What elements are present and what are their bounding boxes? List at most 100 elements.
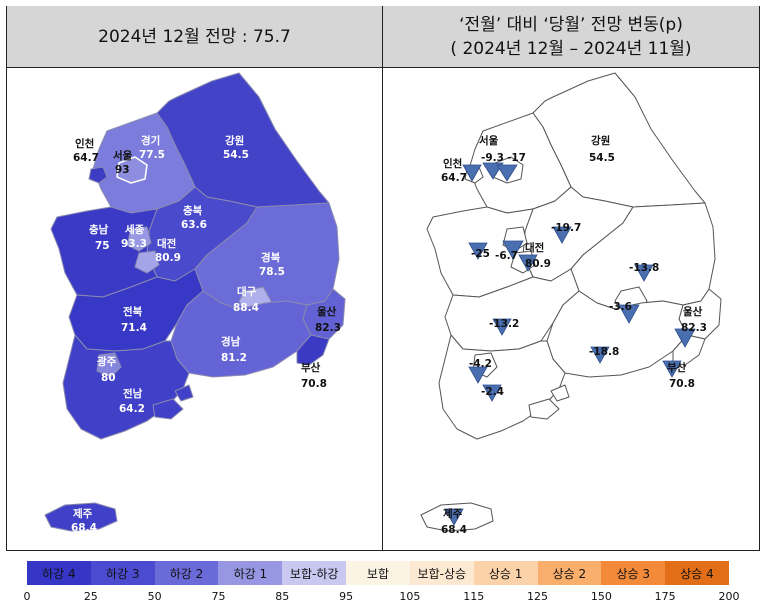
- down-triangle-incheon: [462, 164, 482, 182]
- label-incheon-name: 인천: [75, 137, 94, 150]
- label-jeonbuk-name: 전북: [123, 305, 143, 318]
- right-region-labels: 서울 -9.3 -17 인천 64.7 강원 54.5 -19.7 -25 -6…: [441, 134, 707, 536]
- left-panel-header: 2024년 12월 전망 : 75.7: [7, 6, 382, 68]
- label-chungbuk-value: 63.6: [181, 219, 207, 231]
- label-jeonnam-value: 64.2: [119, 403, 145, 415]
- label-gyeonggi-value: 77.5: [139, 149, 165, 161]
- label-jeju-name: 제주: [73, 507, 93, 520]
- change-label-jeju-name: 제주: [443, 507, 463, 520]
- region-gyeongnam: [170, 290, 312, 378]
- legend-item: 보합: [346, 561, 410, 585]
- left-choropleth-map: 인천 64.7 서울 93 경기 77.5 강원 54.5 충북 63.6 충남…: [44, 72, 346, 534]
- label-busan-value: 70.8: [301, 378, 327, 390]
- island-south-2: [174, 384, 194, 402]
- down-triangle-chungbuk: [552, 226, 572, 244]
- label-ulsan-value: 82.3: [315, 322, 341, 334]
- right-change-map: 서울 -9.3 -17 인천 64.7 강원 54.5 -19.7 -25 -6…: [420, 72, 722, 536]
- label-jeonnam-name: 전남: [123, 387, 143, 400]
- legend-item: 보합-상승: [409, 561, 474, 585]
- change-label-daejeon-name: 대전: [525, 241, 544, 254]
- change-label-gyeongnam: -18.8: [589, 346, 619, 358]
- legend-item: 보합-하강: [282, 561, 347, 585]
- left-panel-title: 2024년 12월 전망 : 75.7: [98, 26, 291, 47]
- legend-tick: 125: [527, 590, 549, 603]
- change-label-gangwon-name: 강원: [591, 134, 610, 147]
- label-daejeon-name: 대전: [157, 237, 176, 250]
- label-chungbuk-name: 충북: [183, 204, 203, 217]
- change-label-jeonnam: -2.4: [481, 386, 504, 398]
- change-label-seoul: -9.3: [481, 152, 504, 164]
- label-gwangju-name: 광주: [97, 356, 117, 368]
- label-chungnam-name: 충남: [89, 223, 109, 236]
- left-region-labels: 인천 64.7 서울 93 경기 77.5 강원 54.5 충북 63.6 충남…: [71, 134, 341, 534]
- region-gwangju: [96, 352, 122, 378]
- right-panel-title-line2: ( 2024년 12월 – 2024년 11월): [450, 38, 692, 59]
- legend-tick: 75: [211, 590, 226, 603]
- label-seoul-name: 서울: [113, 149, 133, 162]
- outline-island-1: [528, 398, 560, 420]
- label-ulsan-name: 울산: [317, 305, 337, 318]
- change-label-gwangju: -4.2: [469, 358, 492, 370]
- label-seoul-value: 93: [115, 164, 130, 176]
- legend-tick: 175: [654, 590, 676, 603]
- region-incheon: [88, 166, 108, 184]
- legend-tick: 0: [23, 590, 31, 603]
- legend-tick: 85: [275, 590, 290, 603]
- label-daegu-name: 대구: [237, 285, 257, 298]
- change-label-jeju-value: 68.4: [441, 524, 467, 536]
- change-label-gangwon-value: 54.5: [589, 152, 615, 164]
- label-chungnam-value: 75: [95, 240, 110, 252]
- label-sejong-name: 세종: [125, 223, 145, 236]
- label-busan-name: 부산: [301, 361, 321, 374]
- label-gangwon-name: 강원: [225, 134, 244, 147]
- color-legend: 하강 4 하강 3 하강 2 하강 1 보합-하강 보합 보합-상승 상승 1 상승 2 상승 3…: [27, 561, 729, 585]
- legend-tick: 95: [339, 590, 354, 603]
- change-label-ulsan-value: 82.3: [681, 322, 707, 334]
- label-sejong-value: 93.3: [121, 238, 147, 250]
- legend-item: 상승 3: [601, 561, 666, 585]
- legend-tick: 50: [147, 590, 162, 603]
- right-panel-title-line1: ‘전월’ 대비 ‘당월’ 전망 변동(p): [459, 14, 683, 35]
- change-label-incheon-name: 인천: [443, 157, 462, 170]
- label-gyeongnam-value: 81.2: [221, 352, 247, 364]
- down-triangle-jeonnam: [482, 384, 502, 402]
- right-panel-header: ‘전월’ 대비 ‘당월’ 전망 변동(p) ( 2024년 12월 – 2024…: [383, 6, 759, 68]
- legend-tick: 150: [590, 590, 612, 603]
- region-busan: [296, 334, 330, 366]
- change-label-chungbuk: -19.7: [551, 222, 581, 234]
- label-gyeongnam-name: 경남: [221, 335, 241, 348]
- change-label-gyeongbuk: -13.8: [629, 262, 659, 274]
- label-gyeongbuk-name: 경북: [261, 251, 281, 264]
- change-label-daejeon-value: 80.9: [525, 258, 551, 270]
- change-label-jeonbuk: -13.2: [489, 318, 519, 330]
- island-south-1: [152, 398, 184, 420]
- legend-item: 상승 2: [537, 561, 602, 585]
- legend-tick: 105: [399, 590, 421, 603]
- change-label-busan-name: 부산: [667, 361, 687, 374]
- label-gyeongbuk-value: 78.5: [259, 266, 285, 278]
- legend-item: 상승 1: [473, 561, 538, 585]
- label-daegu-value: 88.4: [233, 302, 259, 314]
- legend-item: 하강 2: [154, 561, 219, 585]
- down-triangle-daegu: [618, 304, 640, 324]
- region-jeju: [44, 502, 118, 532]
- outline-gyeongnam: [546, 290, 688, 378]
- down-triangle-jeonbuk: [492, 318, 512, 336]
- legend-scale: 0 25 50 75 85 95 105 115 125 150 175 200: [0, 590, 766, 608]
- down-triangle-busan: [662, 360, 682, 378]
- change-label-busan-value: 70.8: [669, 378, 695, 390]
- change-label-chungnam: -25: [471, 248, 490, 260]
- legend-item: 하강 3: [90, 561, 155, 585]
- legend-item: 하강 4: [27, 561, 91, 585]
- down-triangle-gyeongbuk: [634, 264, 654, 282]
- change-label-daegu: -3.6: [609, 301, 632, 313]
- legend-tick: 25: [83, 590, 98, 603]
- label-daejeon-value: 80.9: [155, 252, 181, 264]
- legend-item: 상승 4: [665, 561, 729, 585]
- region-jeonnam: [62, 334, 190, 440]
- label-gangwon-value: 54.5: [223, 149, 249, 161]
- legend-item: 하강 1: [218, 561, 283, 585]
- outline-island-2: [550, 384, 570, 402]
- region-sejong: [126, 226, 152, 252]
- down-triangle-gyeonggi: [496, 164, 518, 182]
